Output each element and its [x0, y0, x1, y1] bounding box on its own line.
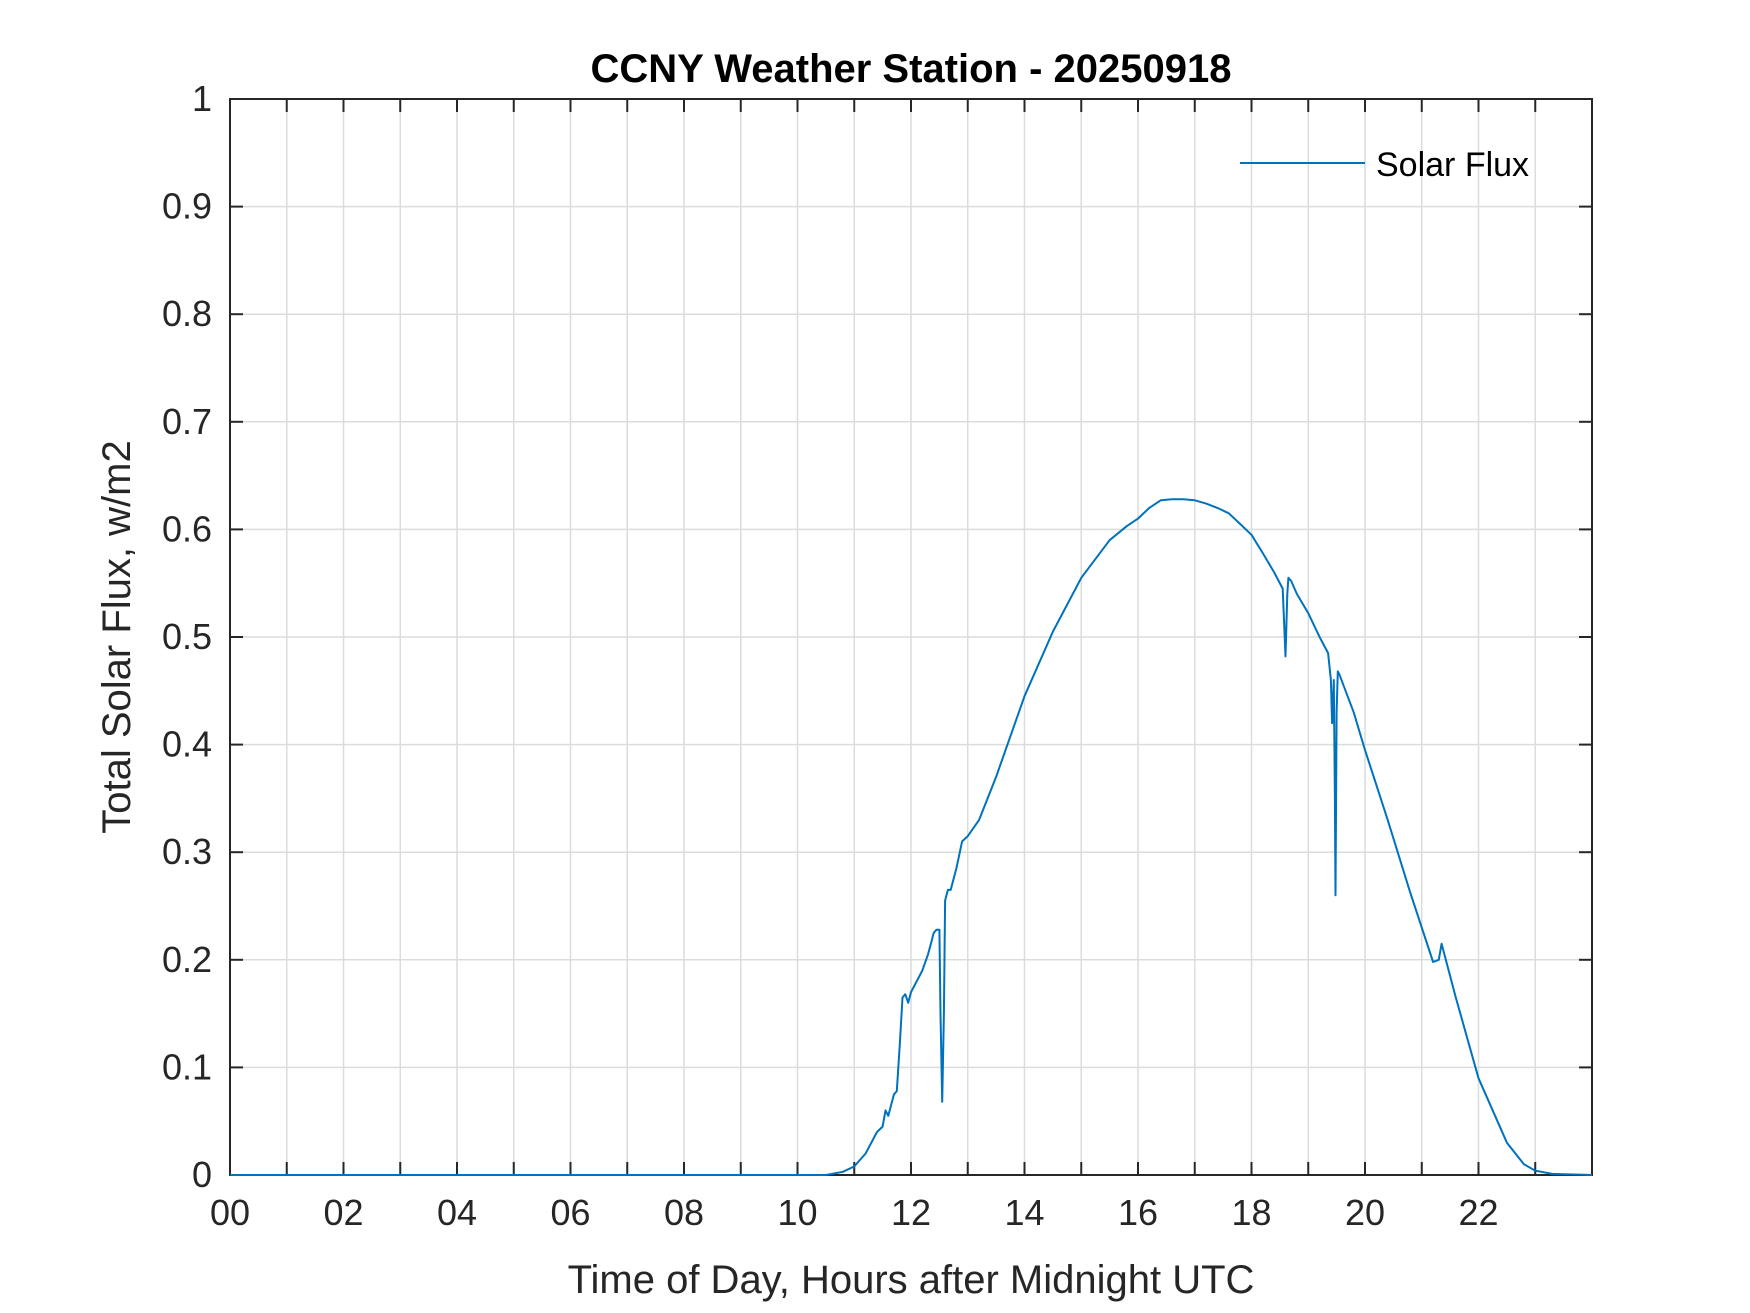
y-axis-label: Total Solar Flux, w/m2 [95, 440, 139, 833]
series-line-solar-flux [230, 498, 1593, 1176]
y-tick-label: 1 [192, 78, 212, 119]
y-tick-label: 0.1 [162, 1046, 212, 1087]
x-tick-label: 02 [323, 1192, 363, 1233]
y-tick-label: 0.4 [162, 724, 212, 765]
y-tick-label: 0.8 [162, 293, 212, 334]
x-tick-label: 12 [891, 1192, 931, 1233]
y-tick-label: 0.9 [162, 186, 212, 227]
x-tick-label: 22 [1458, 1192, 1498, 1233]
y-tick-label: 0.7 [162, 401, 212, 442]
grid-lines [230, 99, 1592, 1175]
x-tick-label: 04 [437, 1192, 477, 1233]
plot-frame [229, 98, 1593, 1176]
chart-title: CCNY Weather Station - 20250918 [591, 47, 1232, 91]
x-axis-label: Time of Day, Hours after Midnight UTC [568, 1258, 1255, 1302]
y-tick-label: 0.5 [162, 616, 212, 657]
legend: Solar Flux [1240, 146, 1529, 184]
x-tick-label: 16 [1118, 1192, 1158, 1233]
x-tick-labels: 00 02 04 06 08 10 12 14 16 18 20 22 [210, 1192, 1499, 1233]
axis-ticks [230, 98, 1592, 1176]
x-tick-label: 20 [1345, 1192, 1385, 1233]
x-tick-label: 08 [664, 1192, 704, 1233]
y-tick-label: 0.3 [162, 831, 212, 872]
x-tick-label: 14 [1004, 1192, 1044, 1233]
x-tick-label: 00 [210, 1192, 250, 1233]
y-tick-label: 0.6 [162, 508, 212, 549]
y-tick-label: 0 [192, 1154, 212, 1195]
y-tick-label: 0.2 [162, 939, 212, 980]
x-tick-label: 18 [1231, 1192, 1271, 1233]
legend-label-solar-flux: Solar Flux [1376, 146, 1529, 184]
y-tick-labels: 0 0.1 0.2 0.3 0.4 0.5 0.6 0.7 0.8 0.9 1 [162, 78, 212, 1195]
x-tick-label: 10 [777, 1192, 817, 1233]
x-tick-label: 06 [550, 1192, 590, 1233]
